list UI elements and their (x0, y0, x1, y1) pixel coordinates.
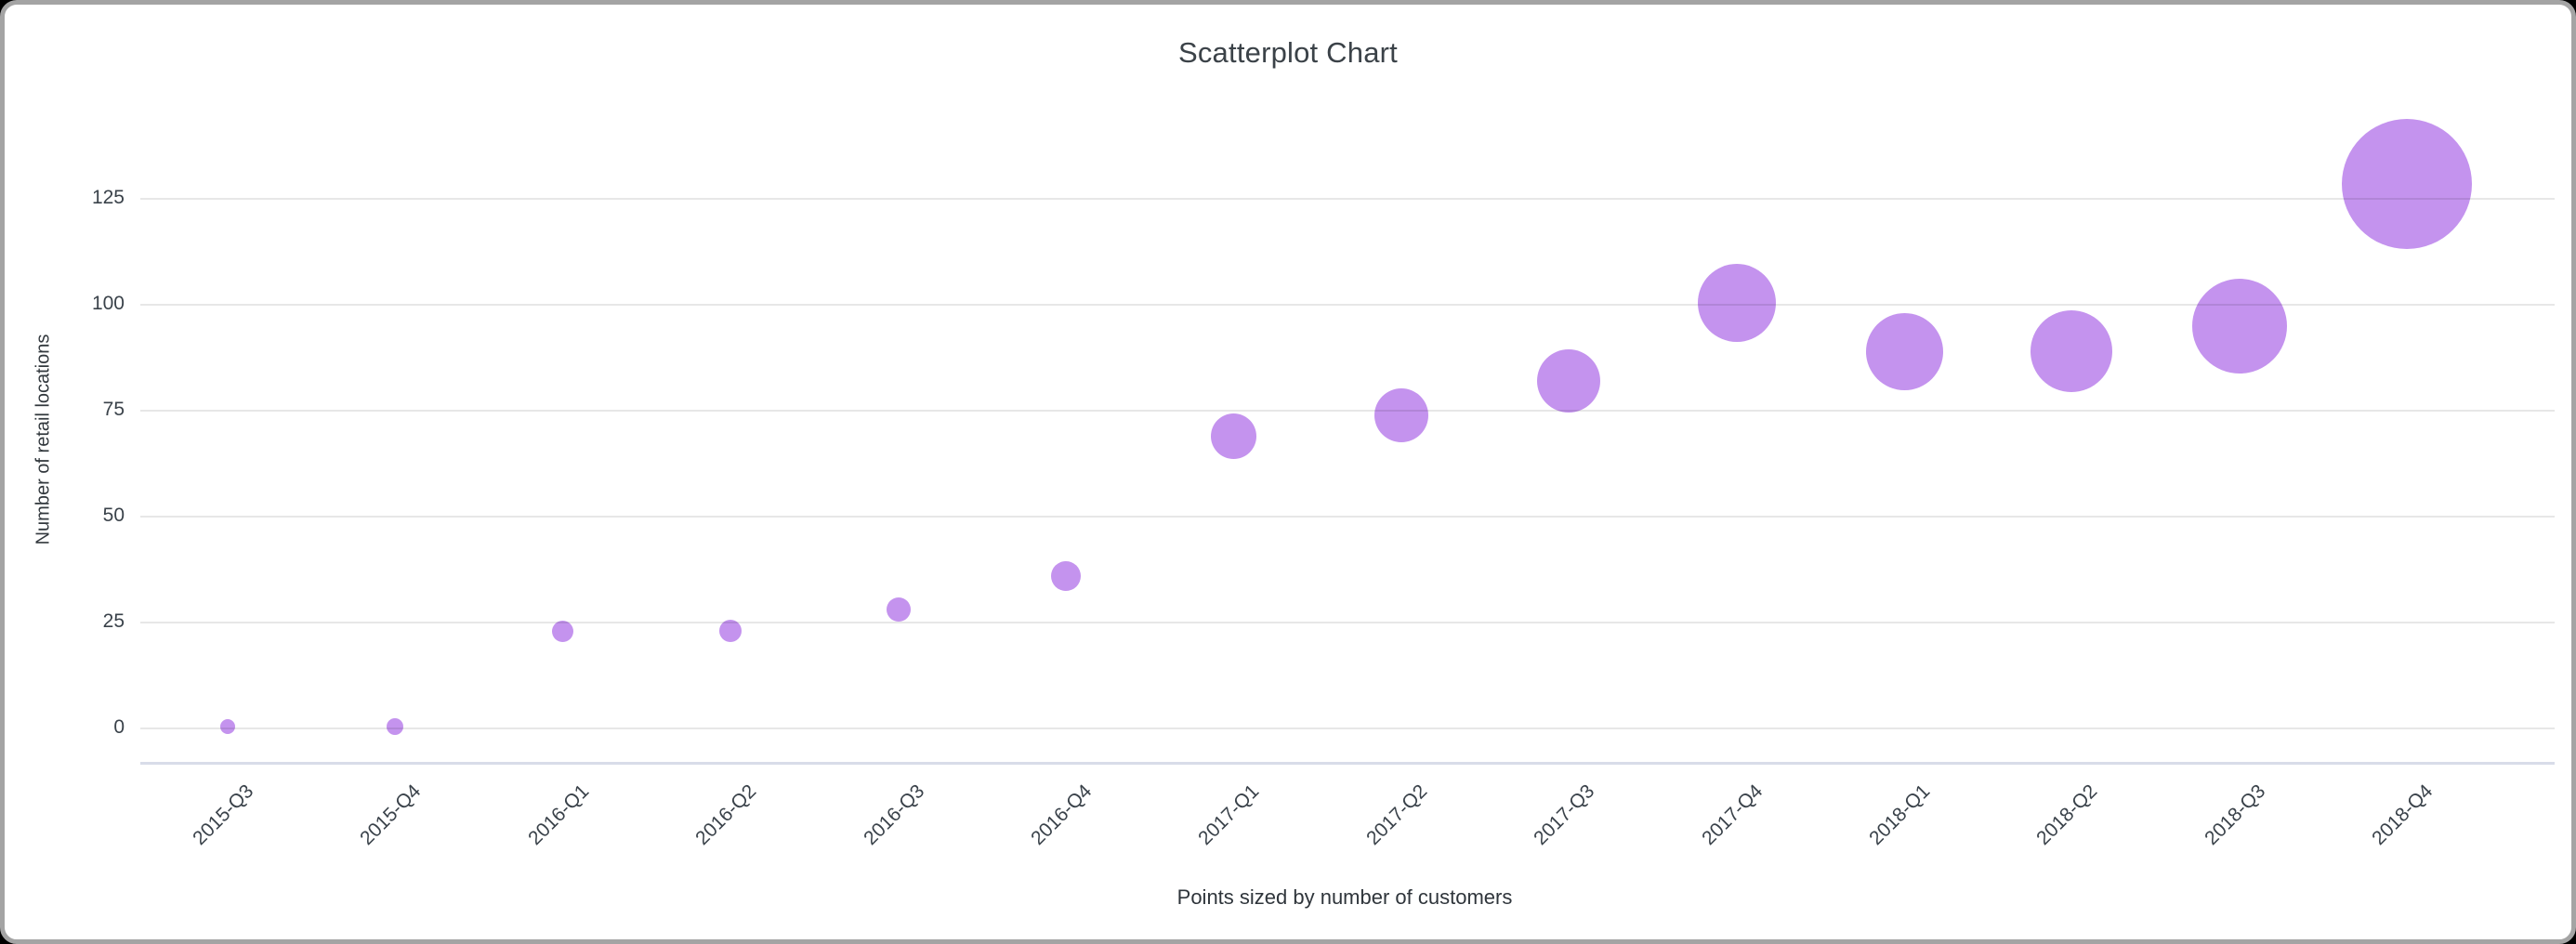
y-tick-label-75: 75 (102, 399, 125, 420)
data-point-2017-Q4[interactable] (1697, 263, 1776, 342)
x-tick-label-2016-Q2: 2016-Q2 (691, 780, 761, 850)
data-point-2018-Q3[interactable] (2191, 278, 2287, 374)
data-point-2016-Q2[interactable] (719, 620, 743, 643)
gridline-50 (140, 516, 2555, 518)
x-axis-line (140, 762, 2555, 765)
data-point-2017-Q2[interactable] (1373, 387, 1428, 442)
data-point-2018-Q2[interactable] (2031, 310, 2113, 393)
y-tick-label-50: 50 (102, 505, 125, 526)
data-point-2017-Q3[interactable] (1537, 349, 1601, 413)
x-tick-label-2018-Q2: 2018-Q2 (2032, 780, 2102, 850)
plot-area: 0 25 50 75 100 125 2015-Q3 2015-Q4 2016-Q1 2016-Q… (5, 5, 2571, 939)
gridline-25 (140, 622, 2555, 623)
x-tick-label-2016-Q1: 2016-Q1 (524, 780, 594, 850)
x-tick-label-2018-Q4: 2018-Q4 (2368, 780, 2438, 850)
x-tick-label-2017-Q1: 2017-Q1 (1194, 780, 1264, 850)
y-tick-label-100: 100 (91, 293, 125, 314)
data-point-2015-Q3[interactable] (220, 718, 235, 734)
gridline-75 (140, 410, 2555, 412)
x-tick-label-2017-Q3: 2017-Q3 (1530, 780, 1599, 850)
x-tick-label-2016-Q3: 2016-Q3 (859, 780, 928, 850)
gridline-125 (140, 198, 2555, 200)
x-tick-label-2018-Q3: 2018-Q3 (2201, 780, 2270, 850)
x-tick-label-2017-Q2: 2017-Q2 (1362, 780, 1432, 850)
chart-title: Scatterplot Chart (1177, 36, 1398, 69)
data-point-2015-Q4[interactable] (387, 717, 404, 735)
x-axis-caption: Points sized by number of customers (1176, 885, 1513, 909)
x-tick-label-2017-Q4: 2017-Q4 (1697, 780, 1767, 850)
data-point-2018-Q4[interactable] (2342, 119, 2473, 250)
data-point-2016-Q3[interactable] (886, 597, 911, 623)
x-tick-label-2016-Q4: 2016-Q4 (1027, 780, 1097, 850)
y-tick-label-25: 25 (102, 610, 125, 632)
y-tick-label-0: 0 (113, 716, 125, 738)
x-tick-label-2015-Q3: 2015-Q3 (189, 780, 258, 850)
data-point-2018-Q1[interactable] (1865, 312, 1943, 390)
x-tick-label-2018-Q1: 2018-Q1 (1865, 780, 1935, 850)
gridline-100 (140, 304, 2555, 306)
y-tick-label-125: 125 (91, 187, 125, 208)
data-point-2016-Q1[interactable] (552, 620, 574, 642)
gridline-0 (140, 728, 2555, 729)
data-point-2017-Q1[interactable] (1210, 413, 1256, 459)
x-tick-label-2015-Q4: 2015-Q4 (356, 780, 426, 850)
data-point-2016-Q4[interactable] (1051, 560, 1081, 591)
